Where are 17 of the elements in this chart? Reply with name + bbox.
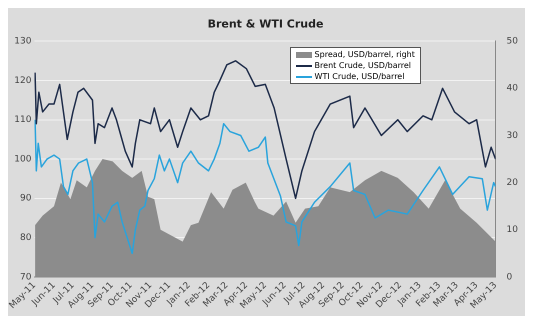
y-tick-label: 70 [20, 272, 32, 282]
y-tick-label: 130 [14, 36, 32, 47]
y2-tick-label: 0 [506, 272, 513, 282]
y-tick-label: 80 [20, 232, 32, 243]
y-tick-label: 110 [14, 115, 32, 126]
legend-label: Spread, USD/barrel, right [314, 49, 415, 60]
y2-tick-label: 50 [506, 36, 518, 47]
y2-tick-label: 20 [506, 178, 518, 188]
legend-label: WTI Crude, USD/barrel [314, 71, 404, 82]
y2-tick-label: 30 [506, 130, 518, 141]
chart-title: Brent & WTI Crude [208, 17, 324, 30]
y2-tick-label: 40 [506, 84, 518, 94]
y-tick-label: 120 [14, 76, 32, 86]
y-tick-label: 100 [14, 154, 32, 164]
legend-label: Brent Crude, USD/barrel [314, 60, 412, 72]
y-tick-label: 90 [20, 194, 32, 204]
y2-tick-label: 10 [506, 225, 518, 236]
